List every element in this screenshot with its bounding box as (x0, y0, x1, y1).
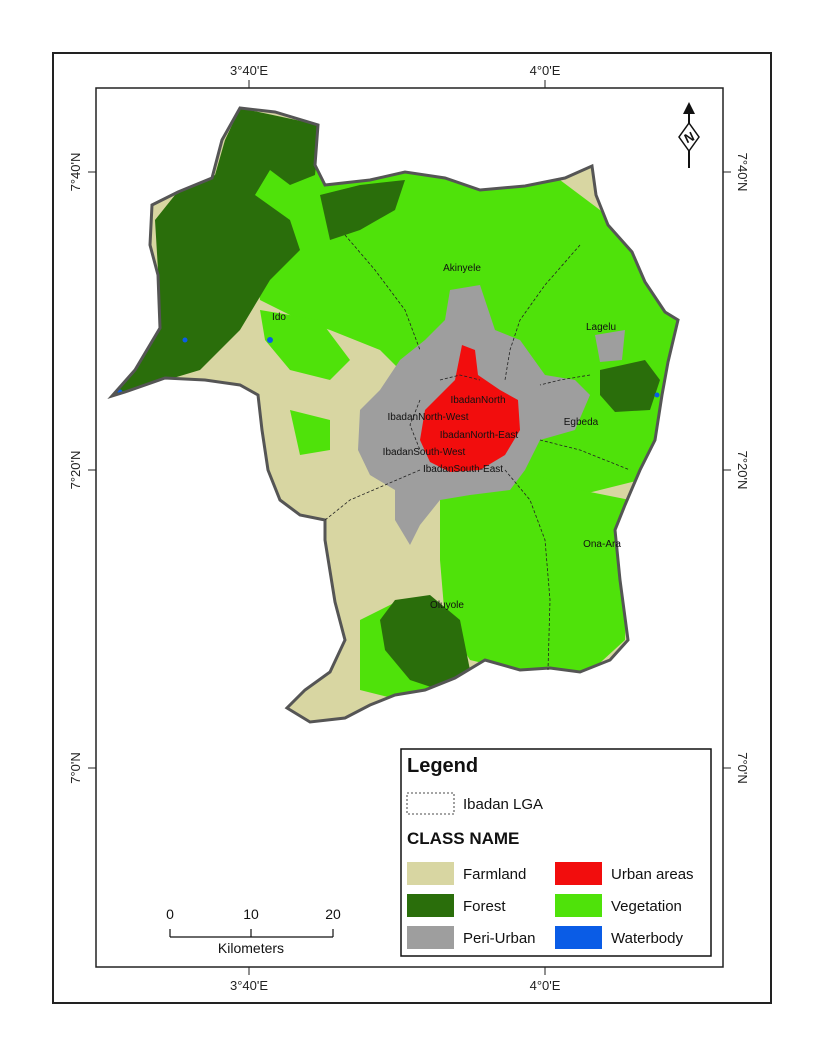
lga-ibadan-north: IbadanNorth (450, 395, 505, 406)
lga-ona-ara: Ona-Ara (583, 539, 621, 550)
legend-label-waterbody: Waterbody (611, 930, 683, 947)
waterbody-3 (654, 392, 660, 398)
legend-swatch-farmland (407, 862, 454, 885)
legend-box (400, 748, 712, 957)
vegetation-patch (290, 410, 330, 455)
legend-swatch-peri-urban (407, 926, 454, 949)
coord-right-1: 7°40'N (735, 153, 750, 192)
graticule-ticks (88, 80, 731, 975)
forest-north (320, 180, 405, 240)
lga-oluyole: Oluyole (430, 600, 464, 611)
coord-top-2: 4°0'E (530, 63, 561, 78)
legend-swatch-waterbody (555, 926, 602, 949)
coord-right-3: 7°0'N (735, 752, 750, 784)
coord-right-2: 7°20'N (735, 451, 750, 490)
forest-egbeda (600, 360, 660, 412)
legend-boundary-label: Ibadan LGA (463, 796, 543, 813)
lga-ibadan-south-west: IbadanSouth-West (383, 447, 466, 458)
lga-akinyele: Akinyele (443, 263, 481, 274)
coord-left-1: 7°40'N (68, 153, 83, 192)
landcover-map (112, 108, 678, 722)
coord-top-1: 3°40'E (230, 63, 268, 78)
lga-ibadan-south-east: IbadanSouth-East (423, 464, 503, 475)
scale-tick-10: 10 (243, 906, 259, 922)
lga-egbeda: Egbeda (564, 417, 599, 428)
legend-label-vegetation: Vegetation (611, 898, 682, 915)
forest-oluyole (380, 595, 470, 690)
lga-ibadan-north-east: IbadanNorth-East (440, 430, 519, 441)
legend-label-forest: Forest (463, 898, 506, 915)
study-area-boundary (107, 106, 680, 724)
lga-ido: Ido (272, 312, 286, 323)
vegetation-south (440, 470, 630, 672)
legend-swatch-forest (407, 894, 454, 917)
legend: Legend Ibadan LGA CLASS NAME Farmland Urb… (400, 748, 712, 957)
coord-bottom-1: 3°40'E (230, 978, 268, 993)
lga-lagelu: Lagelu (586, 322, 616, 333)
forest-west (112, 108, 320, 396)
waterbody-2 (182, 337, 188, 343)
legend-label-urban-areas: Urban areas (611, 866, 694, 883)
vegetation-west (260, 310, 350, 380)
legend-swatch-vegetation (555, 894, 602, 917)
lga-boundary-swatch (406, 792, 455, 815)
lga-ibadan-north-west: IbadanNorth-West (388, 412, 469, 423)
scale-unit: Kilometers (218, 940, 284, 956)
coord-left-2: 7°20'N (68, 451, 83, 490)
legend-class-heading: CLASS NAME (407, 829, 519, 848)
legend-items: Farmland Urban areas Forest Vegetation Peri-… (407, 862, 694, 949)
north-arrow-icon: N (678, 102, 700, 168)
coord-bottom-2: 4°0'E (530, 978, 561, 993)
scale-tick-20: 20 (325, 906, 341, 922)
legend-label-farmland: Farmland (463, 866, 526, 883)
urban-core (420, 345, 520, 472)
scale-bar: 0 10 20 Kilometers (166, 906, 341, 956)
legend-title: Legend (407, 755, 478, 777)
scale-tick-0: 0 (166, 906, 174, 922)
coord-left-3: 7°0'N (68, 752, 83, 784)
lga-boundaries (324, 234, 631, 671)
legend-swatch-urban-areas (555, 862, 602, 885)
legend-label-peri-urban: Peri-Urban (463, 930, 536, 947)
waterbody-1 (267, 337, 273, 343)
peri-urban-lagelu (595, 330, 625, 362)
